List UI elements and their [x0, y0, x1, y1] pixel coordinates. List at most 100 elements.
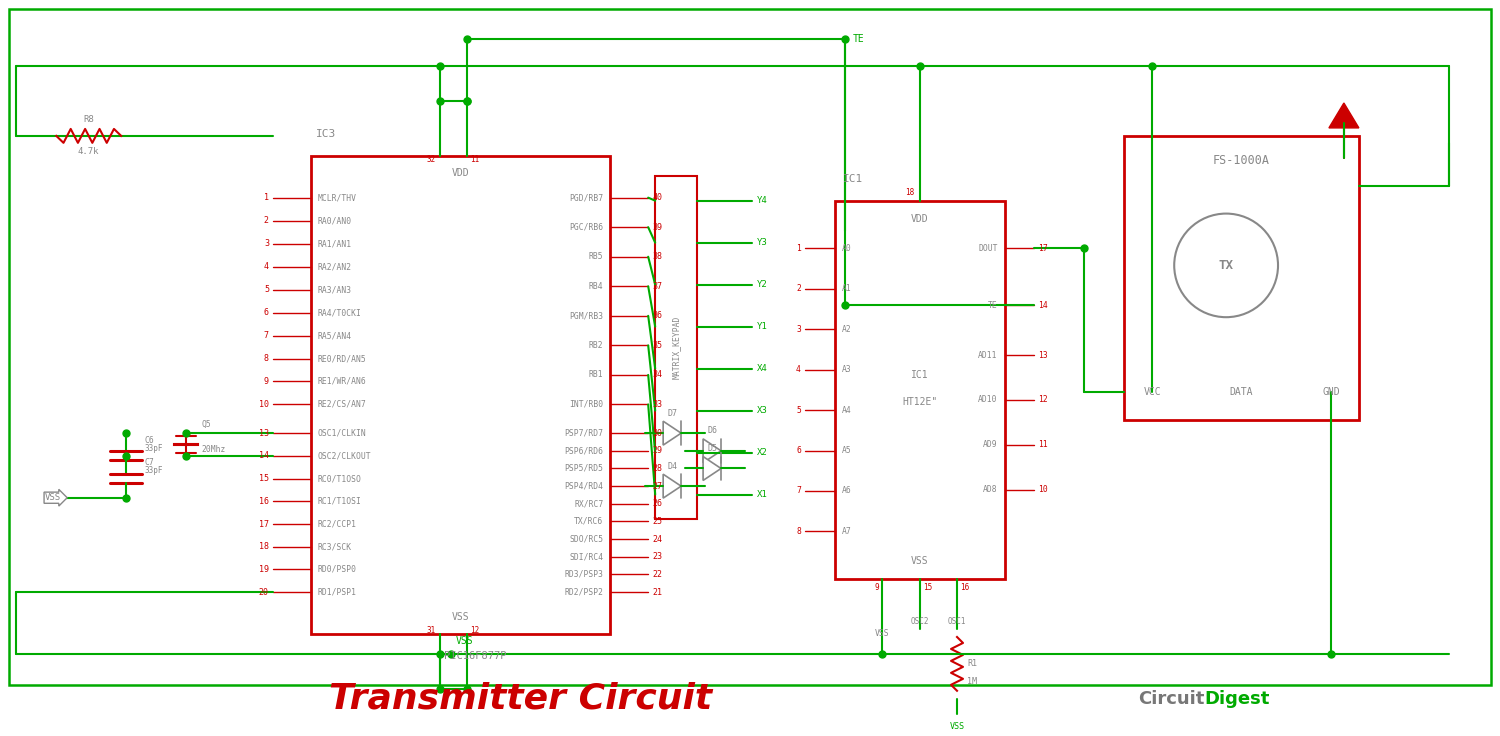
Text: RB2: RB2: [588, 341, 603, 350]
Text: A1: A1: [842, 284, 852, 294]
Text: TE: TE: [988, 301, 998, 310]
Text: PGM/RB3: PGM/RB3: [568, 311, 603, 320]
Text: IC3: IC3: [316, 129, 336, 139]
Text: A0: A0: [842, 244, 852, 253]
Text: R8: R8: [84, 116, 94, 124]
Text: 10: 10: [1038, 485, 1048, 494]
Text: RE1/WR/AN6: RE1/WR/AN6: [318, 377, 366, 386]
Text: 1: 1: [264, 193, 268, 202]
Text: FS-1000A: FS-1000A: [1214, 155, 1270, 167]
Text: 12: 12: [471, 626, 480, 634]
Text: 4: 4: [264, 262, 268, 271]
Text: PSP6/RD6: PSP6/RD6: [564, 446, 603, 456]
Text: 15: 15: [922, 583, 932, 592]
Text: 8: 8: [264, 354, 268, 363]
Polygon shape: [663, 421, 681, 445]
Text: 33: 33: [652, 400, 662, 409]
Text: AD8: AD8: [982, 485, 998, 494]
Text: VSS: VSS: [45, 493, 62, 502]
Text: 40: 40: [652, 193, 662, 202]
Text: 31: 31: [426, 626, 435, 634]
Text: Transmitter Circuit: Transmitter Circuit: [328, 682, 712, 715]
Text: HT12E": HT12E": [902, 397, 938, 407]
Text: 4: 4: [796, 365, 801, 374]
Bar: [1125, 136, 1359, 420]
Text: TX: TX: [1218, 259, 1233, 272]
Text: 1: 1: [796, 244, 801, 253]
Text: 27: 27: [652, 481, 662, 491]
Text: 20Mhz: 20Mhz: [201, 445, 225, 454]
Text: A2: A2: [842, 325, 852, 334]
Text: RA5/AN4: RA5/AN4: [318, 331, 352, 340]
Bar: [656, 176, 698, 520]
Text: 2: 2: [264, 216, 268, 225]
Text: 13: 13: [260, 428, 268, 438]
Text: 12: 12: [1038, 395, 1048, 404]
Text: 34: 34: [652, 370, 662, 380]
Text: RB5: RB5: [588, 252, 603, 261]
Text: RA1/AN1: RA1/AN1: [318, 239, 352, 248]
Polygon shape: [704, 439, 722, 463]
Text: 39: 39: [652, 223, 662, 232]
Text: 23: 23: [652, 552, 662, 562]
Text: 35: 35: [652, 341, 662, 350]
Text: R1: R1: [968, 659, 976, 668]
Text: 19: 19: [260, 565, 268, 574]
Text: 36: 36: [652, 311, 662, 320]
Text: VDD: VDD: [452, 168, 470, 177]
Text: PGD/RB7: PGD/RB7: [568, 193, 603, 202]
Text: 24: 24: [652, 534, 662, 544]
Text: 14: 14: [260, 451, 268, 460]
Text: AD9: AD9: [982, 440, 998, 449]
Text: DOUT: DOUT: [978, 244, 998, 253]
Text: PSP5/RD5: PSP5/RD5: [564, 464, 603, 473]
Text: GND: GND: [1322, 387, 1340, 397]
Text: AD11: AD11: [978, 350, 998, 360]
Text: 38: 38: [652, 252, 662, 261]
Text: 6: 6: [264, 308, 268, 317]
Text: RD0/PSP0: RD0/PSP0: [318, 565, 357, 574]
Text: 17: 17: [1038, 244, 1048, 253]
Text: Y4: Y4: [758, 196, 768, 205]
Text: 4.7k: 4.7k: [78, 147, 99, 156]
Text: RE0/RD/AN5: RE0/RD/AN5: [318, 354, 366, 363]
Text: 16: 16: [260, 497, 268, 506]
Text: VCC: VCC: [1143, 387, 1161, 397]
Text: A5: A5: [842, 446, 852, 455]
Text: 30: 30: [652, 428, 662, 438]
Text: Y1: Y1: [758, 322, 768, 331]
Text: A7: A7: [842, 527, 852, 536]
Text: 3: 3: [796, 325, 801, 334]
Text: 11: 11: [471, 155, 480, 164]
Text: VSS: VSS: [910, 556, 928, 566]
Text: 9: 9: [264, 377, 268, 386]
Bar: [174, 444, 198, 445]
Text: 6: 6: [796, 446, 801, 455]
Text: 33pF: 33pF: [144, 467, 162, 475]
Text: PGC/RB6: PGC/RB6: [568, 223, 603, 232]
Text: VDD: VDD: [910, 213, 928, 224]
Text: Digest: Digest: [1204, 690, 1269, 708]
Text: RC3/SCK: RC3/SCK: [318, 542, 352, 551]
Text: VSS: VSS: [452, 612, 470, 622]
Text: RX/RC7: RX/RC7: [574, 499, 603, 509]
Text: 32: 32: [426, 155, 435, 164]
Text: D7: D7: [668, 408, 676, 418]
Text: 9: 9: [874, 583, 879, 592]
Text: 20: 20: [260, 587, 268, 597]
Text: 11: 11: [1038, 440, 1048, 449]
Text: 2: 2: [796, 284, 801, 294]
Text: X2: X2: [758, 448, 768, 457]
Text: D6: D6: [706, 426, 717, 436]
Text: RC2/CCP1: RC2/CCP1: [318, 520, 357, 528]
Text: RA2/AN2: RA2/AN2: [318, 262, 352, 271]
Text: 8: 8: [796, 527, 801, 536]
Text: X1: X1: [758, 490, 768, 499]
Polygon shape: [1329, 103, 1359, 128]
Text: 16: 16: [960, 583, 969, 592]
Text: VSS: VSS: [950, 722, 964, 731]
Polygon shape: [663, 474, 681, 498]
Text: 22: 22: [652, 570, 662, 579]
Text: X3: X3: [758, 406, 768, 415]
Text: C7: C7: [144, 459, 154, 467]
